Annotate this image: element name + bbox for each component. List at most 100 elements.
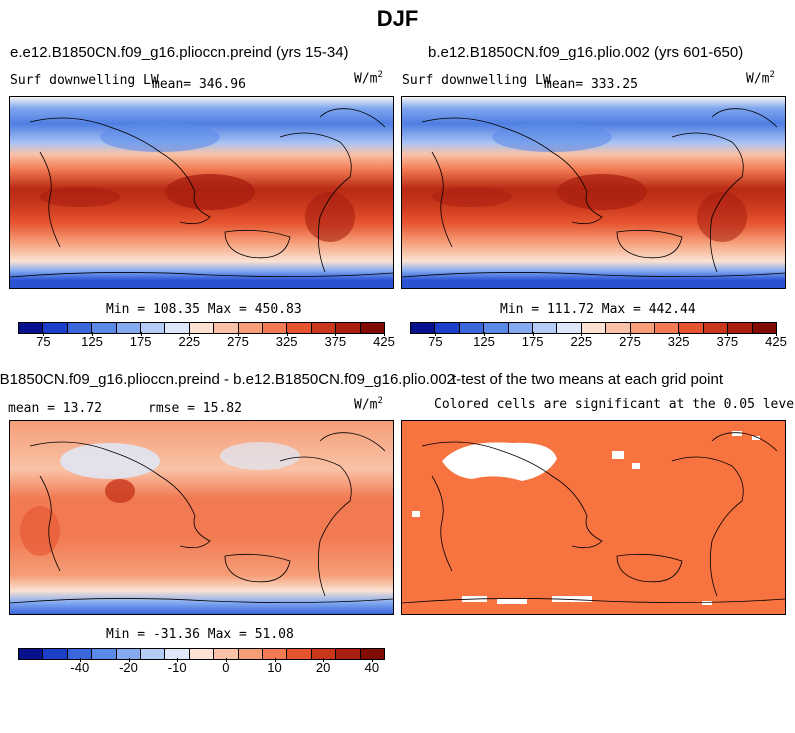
panel1-colorbar-tick-label: 125 — [81, 334, 103, 349]
panel2-colorbar-tick — [630, 332, 631, 336]
panel3-colorbar-tick — [274, 658, 276, 662]
panel3-rmse: rmse = 15.82 — [148, 401, 242, 416]
panel2-colorbar-tick — [484, 332, 485, 336]
panel2-colorbar-tick-label: 375 — [716, 334, 739, 349]
panel1-map — [9, 96, 394, 289]
panel2-colorbar-tick — [581, 332, 583, 336]
panel2-colorbar-labels: 75 125 175 225 275 325 375 425 — [410, 332, 787, 352]
panel2-colorbar-segment — [459, 323, 485, 333]
panel2-mean: mean= 333.25 — [544, 77, 638, 92]
panel1-colorbar-tick — [92, 332, 93, 336]
panel2-colorbar-tick-label: 75 — [428, 334, 443, 349]
panel2-colorbar-segment — [411, 323, 436, 333]
panel1-colorbar-tick — [140, 332, 142, 336]
panel2-colorbar-tick — [727, 332, 729, 336]
panel3-colorbar — [18, 648, 385, 660]
panel3-colorbar-labels: -40 -20 -10 0 10 20 40 — [18, 658, 385, 678]
panel2-colorbar-segment — [679, 323, 704, 333]
panel1-colorbar-segment — [116, 323, 142, 333]
panel1-colorbar-tick — [384, 332, 385, 336]
panel3-colorbar-segment — [141, 649, 166, 659]
panel3-colorbar-segment — [19, 649, 44, 659]
panel3-colorbar-tick — [371, 658, 373, 662]
panel1-colorbar-segment — [141, 323, 166, 333]
panel2-colorbar-segment — [752, 323, 777, 333]
panel2-colorbar-tick-label: 325 — [667, 334, 690, 349]
panel2-variable-label: Surf downwelling LW — [402, 73, 551, 88]
panel3-map — [9, 420, 394, 615]
panel2-colorbar-segment — [630, 323, 656, 333]
panel3-mean: mean = 13.72 — [8, 401, 102, 416]
panel2-units: W/m2 — [746, 70, 775, 87]
panel1-units: W/m2 — [354, 70, 383, 87]
panel3-colorbar-segment — [311, 649, 337, 659]
panel3-colorbar-tick-label: 10 — [267, 660, 282, 675]
panel3-colorbar-segment — [92, 649, 117, 659]
panel2-minmax: Min = 111.72 Max = 442.44 — [500, 302, 696, 317]
panel4-map — [401, 420, 786, 615]
panel1-colorbar-tick-label: 325 — [275, 334, 298, 349]
panel3-colorbar-segment — [238, 649, 264, 659]
panel2-colorbar-tick — [776, 332, 777, 336]
panel3-map-graphic — [10, 421, 393, 614]
panel3-colorbar-tick — [79, 658, 81, 662]
panel1-colorbar-tick — [238, 332, 239, 336]
panel3-colorbar-segment — [189, 649, 215, 659]
panel1-colorbar — [18, 322, 385, 334]
panel2-title: b.e12.B1850CN.f09_g16.plio.002 (yrs 601-… — [428, 44, 744, 61]
panel1-mean: mean= 346.96 — [152, 77, 246, 92]
panel1-colorbar-tick-label: 225 — [178, 334, 201, 349]
panel1-colorbar-labels: 75 125 175 225 275 325 375 425 — [18, 332, 395, 352]
panel3-colorbar-segment — [43, 649, 68, 659]
panel3-title-clip: e.e12.B1850CN.f09_g16.plioccn.preind - b… — [0, 371, 455, 391]
panel1-colorbar-tick-label: 425 — [373, 334, 395, 349]
panel1-colorbar-segment — [92, 323, 117, 333]
panel2-colorbar-tick-label: 125 — [473, 334, 495, 349]
panel1-colorbar-tick — [335, 332, 337, 336]
panel3-colorbar-segment — [263, 649, 288, 659]
panel3-colorbar-tick-label: 0 — [222, 660, 230, 675]
panel4-title: t-test of the two means at each grid poi… — [452, 371, 723, 388]
panel2-colorbar-segment — [655, 323, 680, 333]
panel2-colorbar-tick-label: 225 — [570, 334, 593, 349]
panel1-title: e.e12.B1850CN.f09_g16.plioccn.preind (yr… — [10, 44, 349, 61]
panel2-colorbar-segment — [533, 323, 558, 333]
panel2-colorbar-segment — [484, 323, 509, 333]
panel3-minmax: Min = -31.36 Max = 51.08 — [106, 627, 294, 642]
panel3-colorbar-segment — [336, 649, 361, 659]
panel2-colorbar-segment — [728, 323, 753, 333]
panel1-colorbar-segment — [311, 323, 337, 333]
panel2-colorbar-tick — [678, 332, 680, 336]
panel3-colorbar-tick — [323, 658, 325, 662]
panel1-colorbar-tick-label: 375 — [324, 334, 347, 349]
panel2-colorbar-tick — [532, 332, 534, 336]
panel3-colorbar-segment — [287, 649, 312, 659]
panel4-subtitle: Colored cells are significant at the 0.0… — [434, 397, 795, 412]
panel1-colorbar-tick — [286, 332, 288, 336]
panel1-map-graphic — [10, 97, 393, 288]
panel1-minmax: Min = 108.35 Max = 450.83 — [106, 302, 302, 317]
figure-title: DJF — [376, 6, 419, 31]
panel3-colorbar-tick-label: 40 — [364, 660, 380, 675]
panel3-colorbar-segment — [67, 649, 93, 659]
panel1-colorbar-segment — [165, 323, 190, 333]
panel3-colorbar-tick — [177, 658, 179, 662]
panel1-colorbar-tick — [43, 332, 45, 336]
panel2-colorbar-segment — [508, 323, 534, 333]
panel1-colorbar-segment — [67, 323, 93, 333]
panel1-colorbar-tick-label: 75 — [36, 334, 51, 349]
panel1-colorbar-segment — [189, 323, 215, 333]
panel1-colorbar-segment — [263, 323, 288, 333]
panel2-colorbar-tick-label: 425 — [765, 334, 787, 349]
panel1-colorbar-tick-label: 175 — [129, 334, 152, 349]
panel2-colorbar-segment — [435, 323, 460, 333]
panel2-colorbar-segment — [606, 323, 631, 333]
panel2-map-graphic — [402, 97, 785, 288]
panel3-colorbar-segment — [116, 649, 142, 659]
panel2-colorbar-segment — [581, 323, 607, 333]
panel3-title: e.e12.B1850CN.f09_g16.plioccn.preind - b… — [0, 371, 455, 388]
panel3-colorbar-segment — [360, 649, 385, 659]
panel2-colorbar — [410, 322, 777, 334]
panel2-colorbar-tick-label: 275 — [619, 334, 641, 349]
panel1-colorbar-tick-label: 275 — [227, 334, 249, 349]
